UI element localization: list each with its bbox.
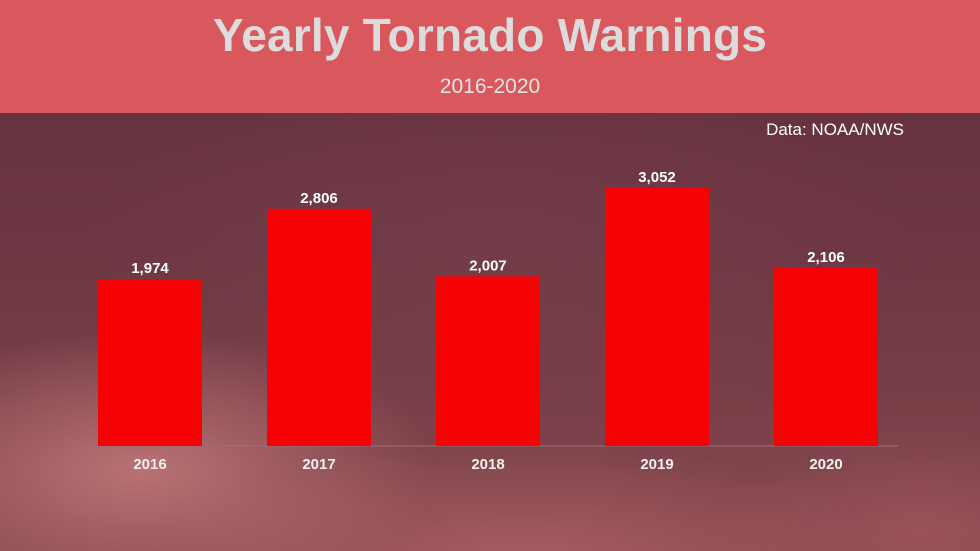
x-tick-label-2020: 2020 bbox=[809, 456, 842, 473]
value-label-2019: 3,052 bbox=[638, 169, 676, 186]
bar-2020 bbox=[774, 267, 878, 446]
data-source-note: Data: NOAA/NWS bbox=[766, 120, 904, 139]
value-label-2018: 2,007 bbox=[469, 257, 507, 274]
x-tick-label-2016: 2016 bbox=[133, 456, 166, 473]
value-label-2020: 2,106 bbox=[807, 249, 845, 266]
bar-2018 bbox=[436, 276, 540, 446]
value-label-2017: 2,806 bbox=[300, 190, 338, 207]
bar-2016 bbox=[98, 279, 202, 446]
x-tick-label-2017: 2017 bbox=[302, 456, 335, 473]
labels-group: 1,974 2016 2,806 2017 2,007 2018 3,052 2019 2,10… bbox=[131, 169, 845, 473]
chart-subtitle: 2016-2020 bbox=[439, 75, 541, 98]
header-banner: Yearly Tornado Warnings 2016-2020 bbox=[0, 0, 980, 113]
bars-group bbox=[98, 188, 878, 446]
chart-title: Yearly Tornado Warnings bbox=[212, 9, 768, 61]
x-tick-label-2018: 2018 bbox=[471, 456, 504, 473]
bar-2017 bbox=[267, 208, 371, 446]
x-tick-label-2019: 2019 bbox=[640, 456, 673, 473]
value-label-2016: 1,974 bbox=[131, 260, 169, 277]
bar-2019 bbox=[605, 188, 709, 446]
